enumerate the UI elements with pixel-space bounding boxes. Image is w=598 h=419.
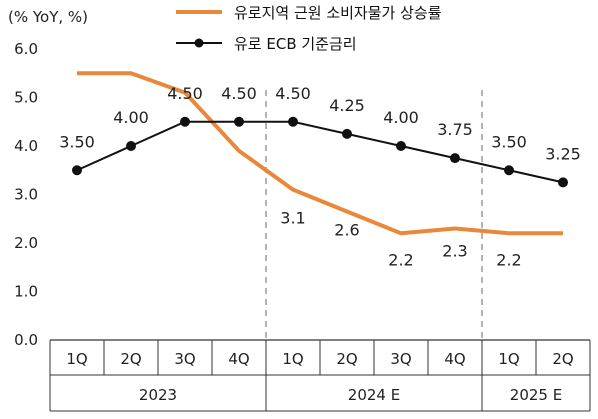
x-tick-label: 4Q xyxy=(228,350,249,368)
ecb-rate-data-label: 4.25 xyxy=(329,96,365,115)
ecb-rate-point xyxy=(180,116,190,127)
ecb-rate-data-label: 3.25 xyxy=(545,144,581,163)
legend-marker-ecb-rate xyxy=(194,38,204,48)
ecb-rate-point xyxy=(342,128,352,139)
ecb-rate-data-label: 3.50 xyxy=(491,132,527,151)
ecb-rate-line xyxy=(76,120,564,184)
x-tick-label: 2Q xyxy=(552,350,573,368)
x-tick-label: 1Q xyxy=(66,350,87,368)
series-ecb-rate: 3.50 4.00 4.50 4.50 4.50 4.25 4.00 3.75 3.50 3.25 xyxy=(59,84,581,188)
ecb-rate-point xyxy=(504,165,514,176)
x-tick-label: 3Q xyxy=(390,350,411,368)
x-tick-label: 3Q xyxy=(174,350,195,368)
legend-label-ecb-rate: 유로 ECB 기준금리 xyxy=(234,35,357,53)
ecb-rate-data-label: 4.00 xyxy=(113,108,149,127)
x-group-label: 2025 E xyxy=(510,386,562,404)
ecb-rate-point xyxy=(126,141,136,151)
ecb-rate-data-label: 3.75 xyxy=(437,120,473,139)
ecb-rate-data-label: 4.00 xyxy=(383,108,419,127)
ecb-rate-data-label: 4.50 xyxy=(275,84,311,103)
core-inflation-line xyxy=(77,71,563,236)
ecb-rate-point xyxy=(234,116,244,127)
ecb-rate-point xyxy=(558,177,568,188)
y-axis: 0.0 1.0 2.0 3.0 4.0 5.0 6.0 xyxy=(14,40,38,349)
ecb-rate-point xyxy=(288,116,298,127)
x-group-label: 2023 xyxy=(139,386,177,404)
ecb-rate-point xyxy=(72,165,82,176)
ecb-rate-data-label: 4.50 xyxy=(221,84,257,103)
core-inflation-data-label: 2.3 xyxy=(442,241,467,260)
x-axis: 1Q 2Q 3Q 4Q 1Q 2Q 3Q 4Q 1Q 2Q 2023 2024 E 2025 E xyxy=(49,339,591,412)
year-dividers xyxy=(265,90,483,340)
y-tick-label: 4.0 xyxy=(14,137,38,155)
y-axis-unit-label: (% YoY, %) xyxy=(8,8,88,26)
ecb-rate-data-label: 3.50 xyxy=(59,132,95,151)
x-tick-label: 1Q xyxy=(282,350,303,368)
x-group-label: 2024 E xyxy=(348,386,400,404)
legend-label-core-inflation: 유로지역 근원 소비자물가 상승률 xyxy=(234,4,442,22)
x-tick-label: 4Q xyxy=(444,350,465,368)
legend: 유로지역 근원 소비자물가 상승률 유로 ECB 기준금리 xyxy=(176,4,442,53)
ecb-rate-point xyxy=(396,141,406,151)
y-tick-label: 2.0 xyxy=(14,234,38,252)
y-tick-label: 3.0 xyxy=(14,186,38,204)
core-inflation-data-label: 2.6 xyxy=(334,220,359,239)
core-inflation-data-label: 2.2 xyxy=(496,250,521,269)
core-inflation-data-label: 3.1 xyxy=(280,209,305,228)
x-tick-label: 2Q xyxy=(336,350,357,368)
y-tick-label: 0.0 xyxy=(14,331,38,349)
series-core-inflation: 3.1 2.6 2.2 2.3 2.2 xyxy=(77,71,563,269)
ecb-rate-point xyxy=(450,153,460,164)
y-tick-label: 6.0 xyxy=(14,40,38,58)
ecb-rate-data-label: 4.50 xyxy=(167,84,203,103)
x-tick-label: 2Q xyxy=(120,350,141,368)
core-inflation-data-label: 2.2 xyxy=(388,250,413,269)
y-tick-label: 5.0 xyxy=(14,89,38,107)
x-tick-label: 1Q xyxy=(498,350,519,368)
y-tick-label: 1.0 xyxy=(14,283,38,301)
